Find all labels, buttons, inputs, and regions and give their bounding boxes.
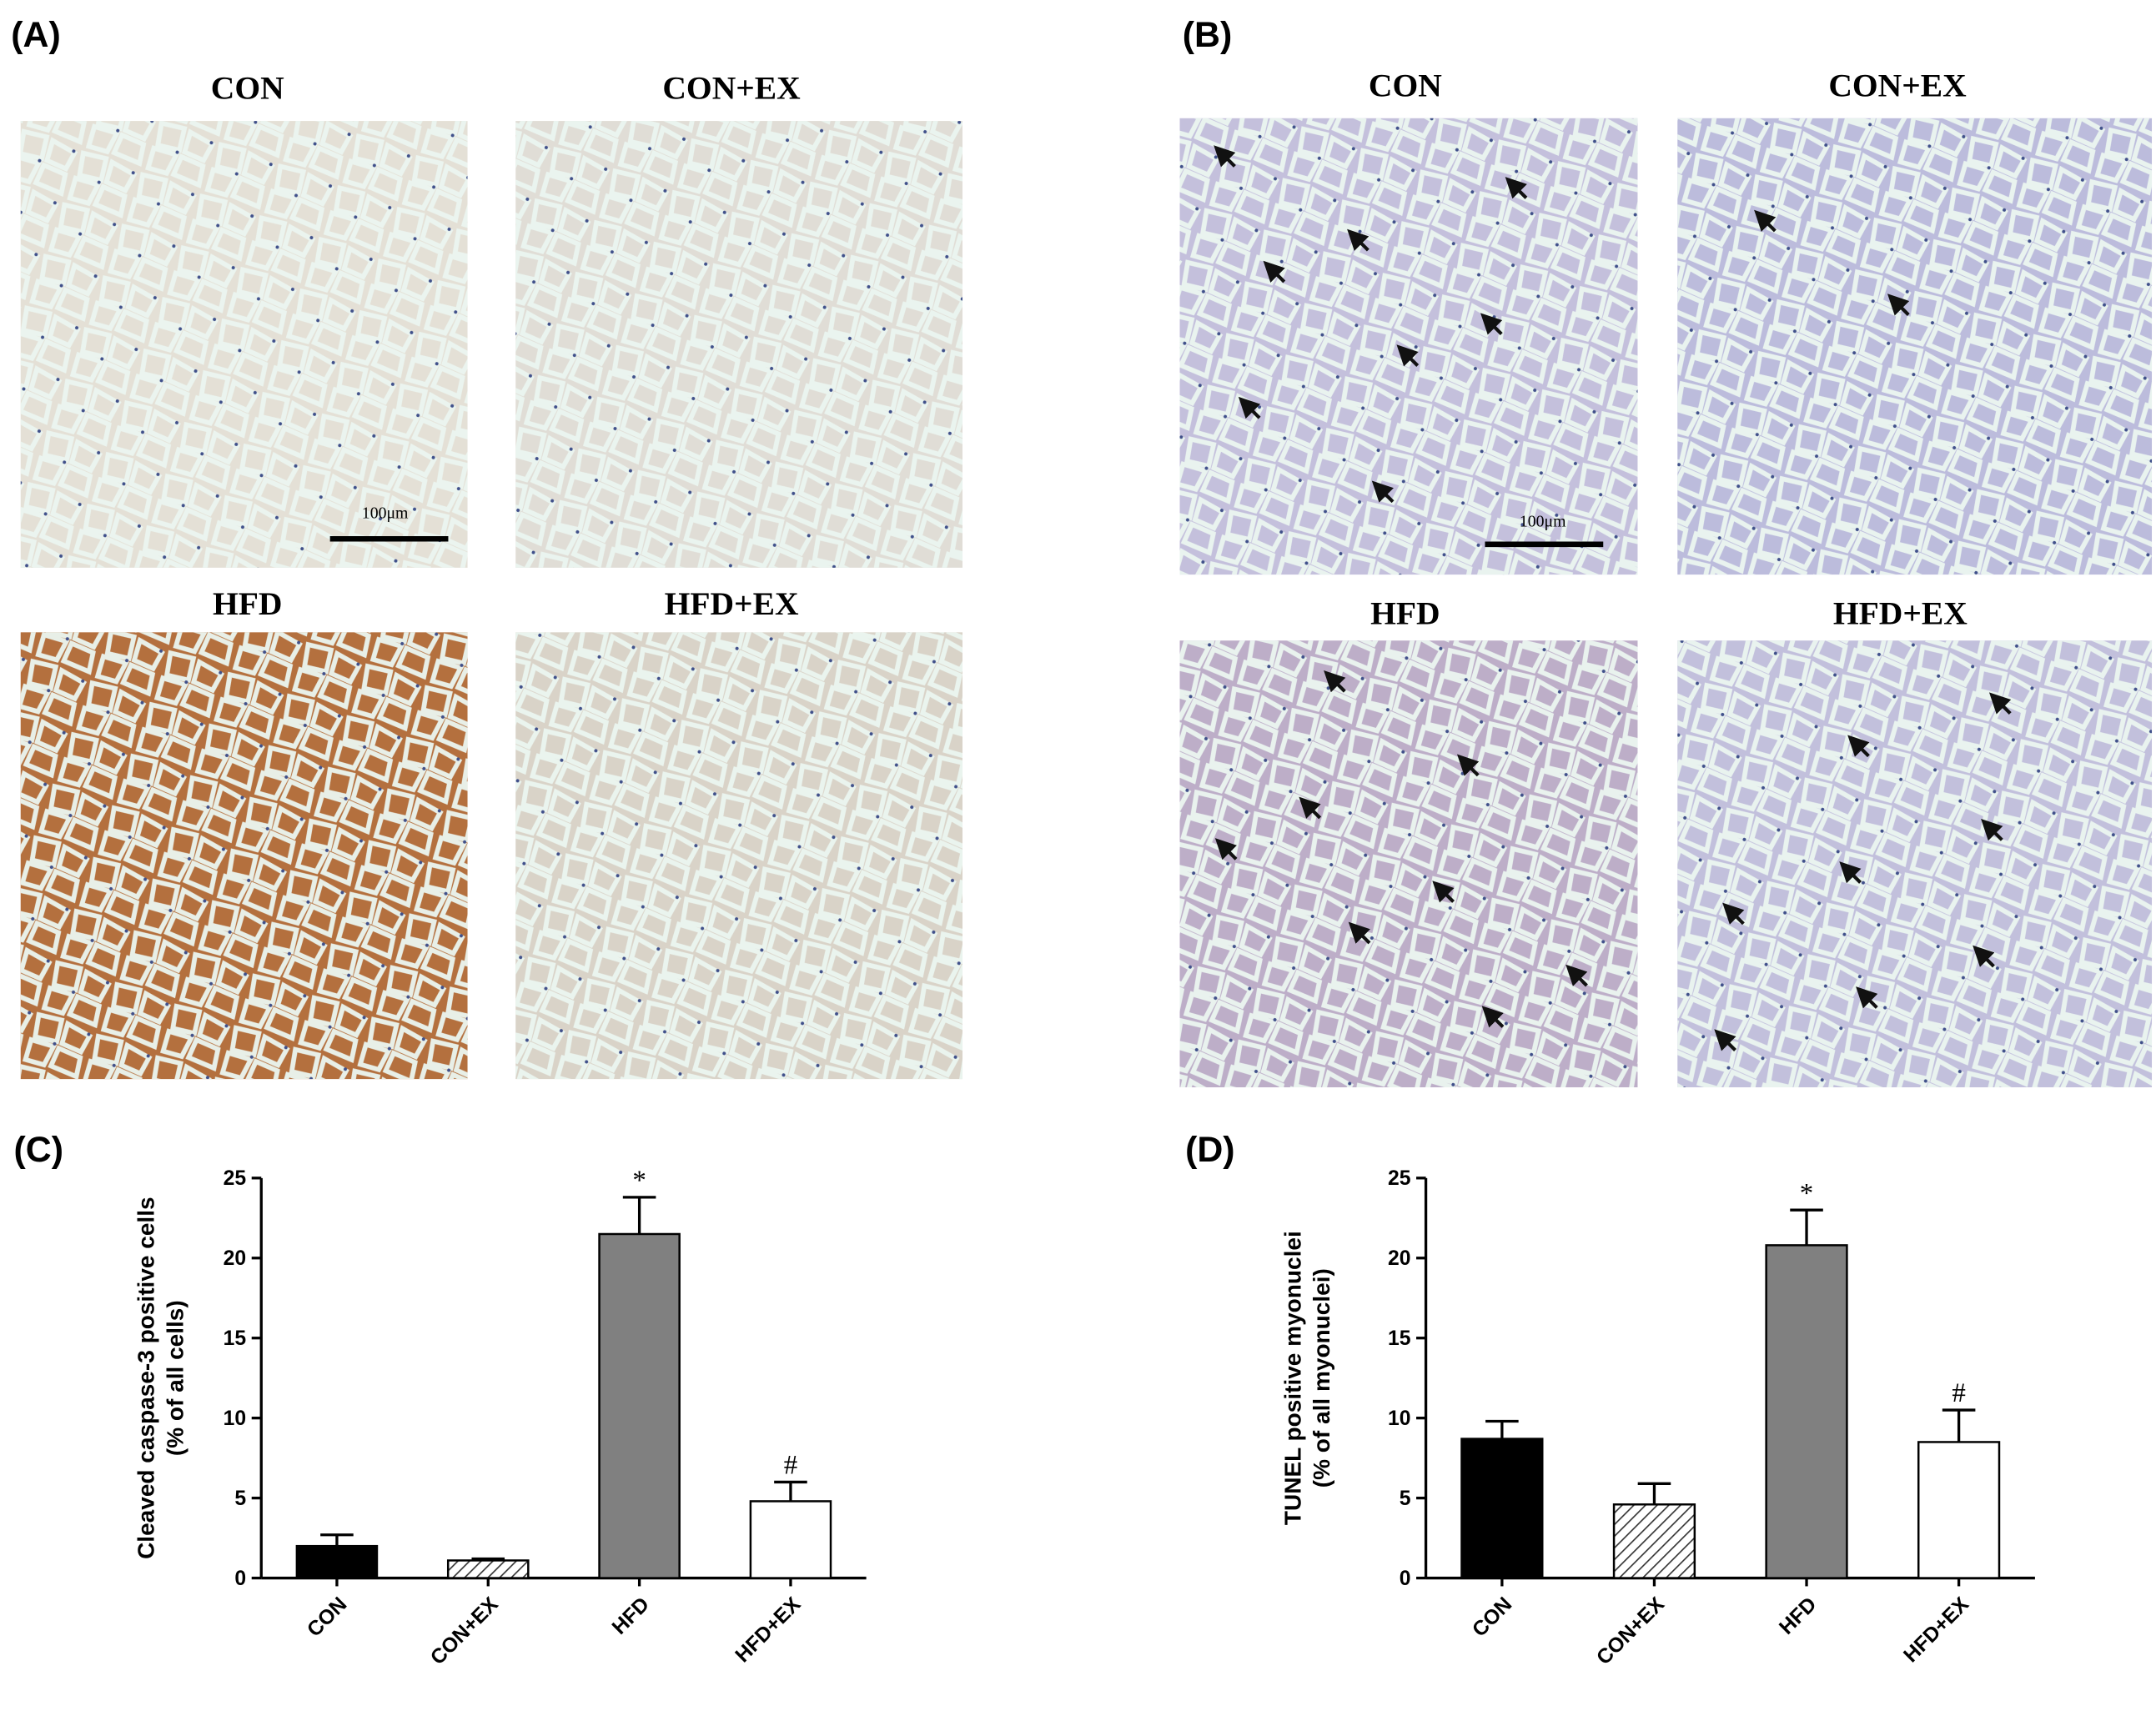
panel-label: (B) (1183, 15, 1233, 55)
bar (598, 1232, 681, 1579)
y-tick-label: 25 (1388, 1167, 1411, 1190)
bar (749, 1500, 832, 1579)
arrow (1214, 838, 1238, 860)
scale-label: 100μm (1520, 512, 1566, 530)
scale-label: 100μm (362, 504, 409, 523)
x-tick-label: CON+EX (1592, 1593, 1669, 1669)
image-title: HFD (1370, 595, 1440, 631)
y-tick-label: 15 (1388, 1327, 1411, 1350)
x-tick-label: CON (303, 1593, 351, 1642)
micrograph-texture (1677, 118, 2153, 575)
image-title: HFD+EX (665, 585, 799, 622)
arrow (1856, 986, 1878, 1009)
arrow (1714, 1029, 1736, 1051)
scale-bars: 100μm 100μm (329, 504, 1604, 548)
micrograph-texture (1677, 640, 2153, 1088)
arrow (1347, 228, 1369, 252)
arrow (1457, 754, 1480, 777)
y-tick-label: 15 (224, 1327, 247, 1350)
arrow (1565, 964, 1588, 987)
annotation: * (632, 1166, 646, 1196)
arrow (1973, 945, 1995, 968)
image-title: CON+EX (1828, 67, 1967, 103)
arrow (1847, 735, 1870, 758)
image-title: HFD (213, 585, 282, 622)
y-tick-label: 10 (224, 1407, 247, 1430)
image-title: CON (1369, 67, 1442, 103)
annotation: * (1800, 1178, 1813, 1208)
arrow (1722, 902, 1745, 926)
image-title: HFD+EX (1833, 595, 1968, 631)
arrow (1887, 294, 1910, 316)
arrow (1348, 921, 1371, 945)
annotation: # (784, 1451, 797, 1481)
image-title: CON+EX (662, 70, 801, 107)
arrow (1371, 480, 1395, 504)
y-axis-label: Cleaved caspase-3 positive cells (133, 1197, 159, 1559)
y-tick-label: 5 (1400, 1488, 1411, 1510)
y-tick-label: 0 (1400, 1568, 1411, 1590)
y-tick-label: 20 (224, 1247, 247, 1270)
bar (1612, 1503, 1696, 1579)
y-axis-label: (% of all myonuclei) (1309, 1268, 1334, 1488)
bar (1765, 1244, 1848, 1579)
micrograph-texture (1179, 118, 1638, 575)
x-tick-label: HFD (608, 1593, 654, 1639)
bar (446, 1559, 530, 1579)
x-tick-label: CON+EX (426, 1593, 503, 1669)
arrow (1396, 344, 1420, 367)
x-tick-label: HFD+EX (731, 1593, 806, 1667)
micrograph-texture (1179, 640, 1638, 1088)
panel-label: (C) (14, 1130, 64, 1170)
arrow (1324, 670, 1346, 693)
x-tick-label: CON (1468, 1593, 1516, 1642)
arrow (1480, 313, 1503, 336)
micrographs (20, 118, 2153, 1088)
arrow (1481, 1006, 1505, 1028)
x-tick-label: HFD+EX (1899, 1593, 1973, 1667)
arrow (1214, 145, 1236, 168)
y-axis-label: TUNEL positive myonuclei (1280, 1231, 1306, 1525)
panel-label: (A) (11, 15, 60, 55)
arrow (1238, 396, 1261, 419)
arrow (1981, 819, 2003, 841)
bar (1460, 1438, 1544, 1579)
micrograph-texture (20, 632, 468, 1080)
arrow (1263, 260, 1286, 283)
micrograph-texture (515, 632, 963, 1080)
arrow (1754, 209, 1777, 233)
image-title: CON (211, 70, 284, 107)
y-tick-label: 5 (234, 1488, 246, 1510)
y-tick-label: 25 (224, 1167, 247, 1190)
arrow (1432, 881, 1455, 903)
panel-label: (D) (1185, 1130, 1235, 1170)
x-tick-label: HFD (1775, 1593, 1821, 1639)
arrow (1299, 796, 1322, 820)
y-axis-label: (% of all cells) (162, 1300, 188, 1456)
bar (1917, 1441, 2001, 1579)
arrow (1839, 861, 1862, 884)
micrograph-texture (20, 121, 468, 568)
arrow (1988, 692, 2012, 715)
bar (295, 1544, 379, 1579)
y-tick-label: 0 (234, 1568, 246, 1590)
annotation: # (1952, 1378, 1965, 1408)
y-tick-label: 20 (1388, 1247, 1411, 1270)
y-tick-label: 10 (1388, 1407, 1411, 1430)
micrograph-texture (515, 121, 963, 568)
arrow (1505, 177, 1528, 199)
